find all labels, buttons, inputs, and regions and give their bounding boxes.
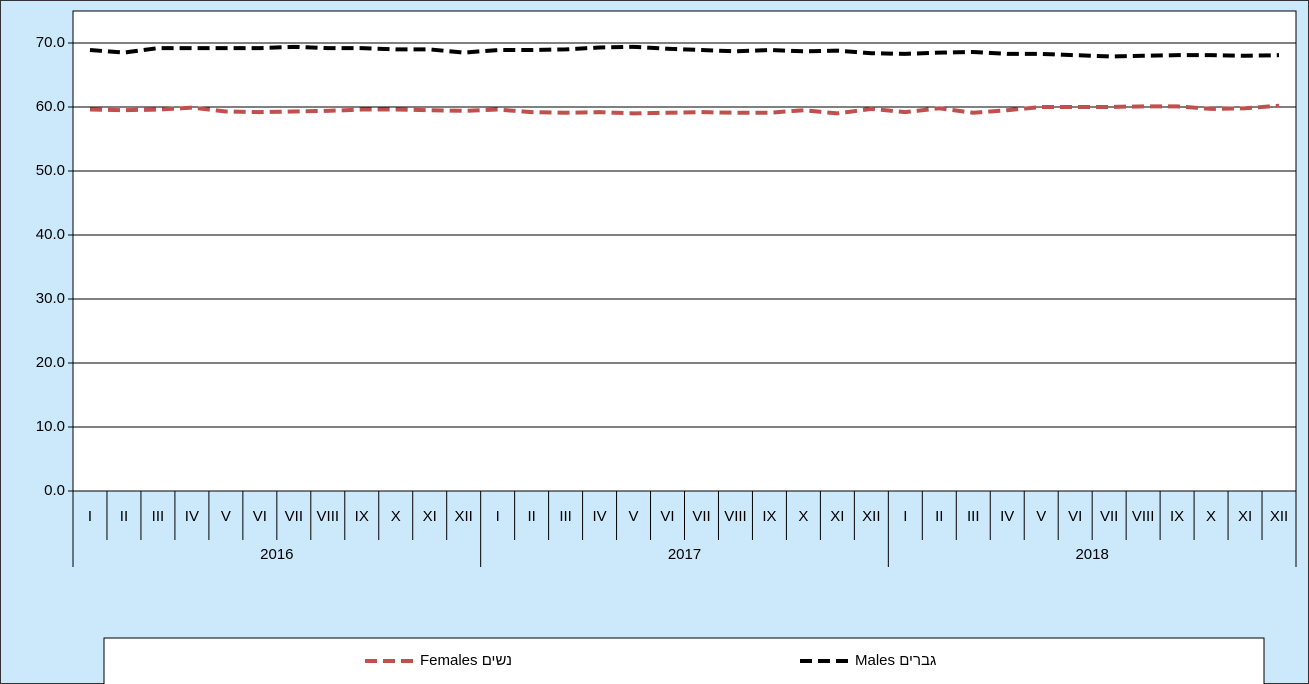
x-tick-label: IX — [762, 508, 776, 525]
x-tick-label: XII — [862, 508, 880, 525]
x-tick-label: I — [496, 508, 500, 525]
x-tick-label: II — [527, 508, 535, 525]
x-tick-label: VI — [1068, 508, 1082, 525]
x-tick-label: XI — [830, 508, 844, 525]
x-tick-label: III — [559, 508, 572, 525]
x-tick-label: V — [1036, 508, 1046, 525]
series-line — [89, 44, 1280, 59]
x-tick-label: IV — [1000, 508, 1014, 525]
x-tick-label: VII — [285, 508, 303, 525]
x-tick-label: VI — [660, 508, 674, 525]
y-tick-label: 0.0 — [44, 482, 65, 499]
x-tick-label: IV — [185, 508, 199, 525]
x-tick-label: II — [935, 508, 943, 525]
x-tick-label: XII — [1270, 508, 1288, 525]
legend — [103, 637, 1265, 684]
series-line — [89, 103, 1280, 116]
x-tick-label: XII — [455, 508, 473, 525]
x-tick-label: V — [221, 508, 231, 525]
plot-area — [72, 10, 1297, 492]
x-tick-label: VI — [253, 508, 267, 525]
x-tick-label: III — [967, 508, 980, 525]
x-tick-label: I — [903, 508, 907, 525]
x-tick-label: II — [120, 508, 128, 525]
year-label: 2017 — [668, 546, 701, 563]
x-tick-label: V — [629, 508, 639, 525]
y-tick-label: 30.0 — [36, 290, 65, 307]
year-label: 2018 — [1075, 546, 1108, 563]
x-tick-label: IX — [1170, 508, 1184, 525]
x-tick-label: XI — [1238, 508, 1252, 525]
year-label: 2016 — [260, 546, 293, 563]
x-tick-label: VII — [692, 508, 710, 525]
x-tick-label: X — [798, 508, 808, 525]
x-tick-label: III — [152, 508, 165, 525]
x-tick-label: VIII — [1132, 508, 1155, 525]
y-tick-label: 60.0 — [36, 98, 65, 115]
x-tick-label: I — [88, 508, 92, 525]
x-tick-label: VII — [1100, 508, 1118, 525]
x-tick-label: XI — [423, 508, 437, 525]
legend-label: Males גברים — [855, 652, 936, 669]
y-tick-label: 20.0 — [36, 354, 65, 371]
x-tick-label: X — [1206, 508, 1216, 525]
x-tick-label: X — [391, 508, 401, 525]
x-tick-label: VIII — [317, 508, 340, 525]
x-tick-label: IX — [355, 508, 369, 525]
y-tick-label: 70.0 — [36, 34, 65, 51]
x-tick-label: IV — [592, 508, 606, 525]
y-tick-label: 50.0 — [36, 162, 65, 179]
x-tick-label: VIII — [724, 508, 747, 525]
y-tick-label: 40.0 — [36, 226, 65, 243]
y-tick-label: 10.0 — [36, 418, 65, 435]
legend-label: Females נשים — [420, 652, 512, 669]
